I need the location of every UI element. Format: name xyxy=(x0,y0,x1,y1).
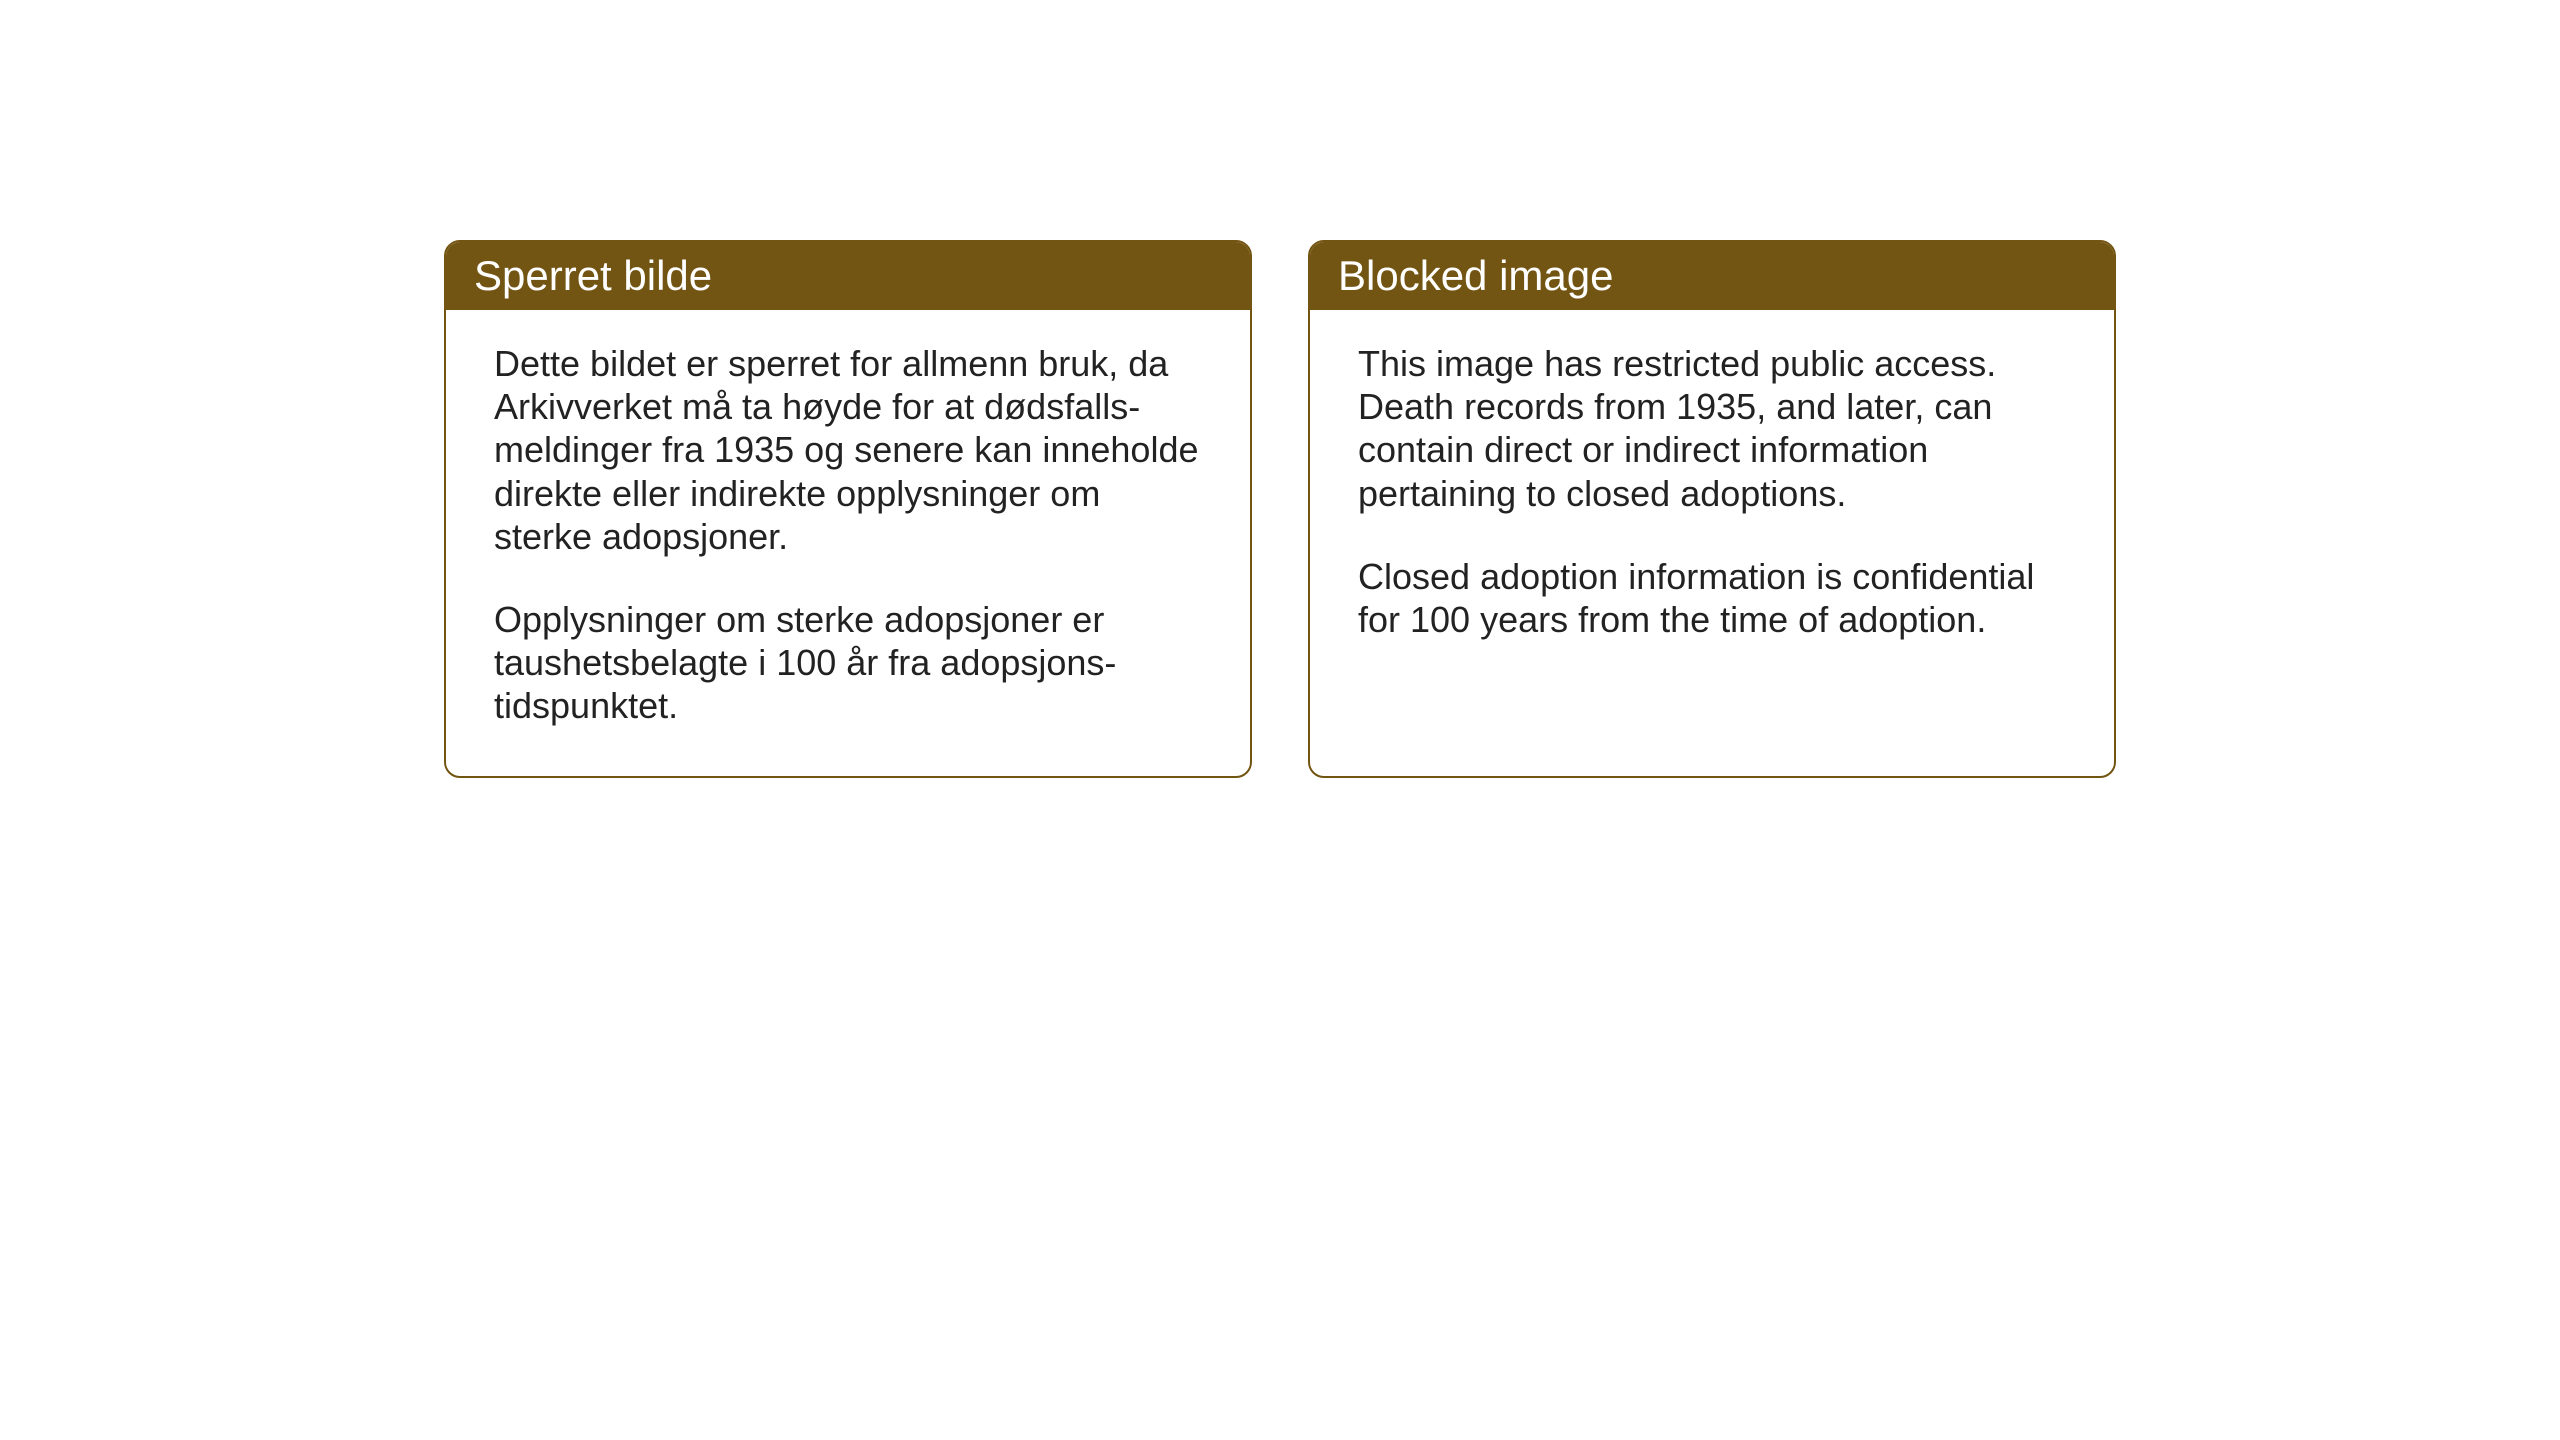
card-header-norwegian: Sperret bilde xyxy=(446,242,1250,310)
card-body-english: This image has restricted public access.… xyxy=(1310,310,2114,689)
card-body-norwegian: Dette bildet er sperret for allmenn bruk… xyxy=(446,310,1250,776)
notice-container: Sperret bilde Dette bildet er sperret fo… xyxy=(444,240,2116,778)
notice-card-english: Blocked image This image has restricted … xyxy=(1308,240,2116,778)
card-paragraph-norwegian-2: Opplysninger om sterke adopsjoner er tau… xyxy=(494,598,1202,728)
card-paragraph-norwegian-1: Dette bildet er sperret for allmenn bruk… xyxy=(494,342,1202,558)
notice-card-norwegian: Sperret bilde Dette bildet er sperret fo… xyxy=(444,240,1252,778)
card-title-english: Blocked image xyxy=(1338,252,1613,299)
card-paragraph-english-2: Closed adoption information is confident… xyxy=(1358,555,2066,641)
card-title-norwegian: Sperret bilde xyxy=(474,252,712,299)
card-header-english: Blocked image xyxy=(1310,242,2114,310)
card-paragraph-english-1: This image has restricted public access.… xyxy=(1358,342,2066,515)
